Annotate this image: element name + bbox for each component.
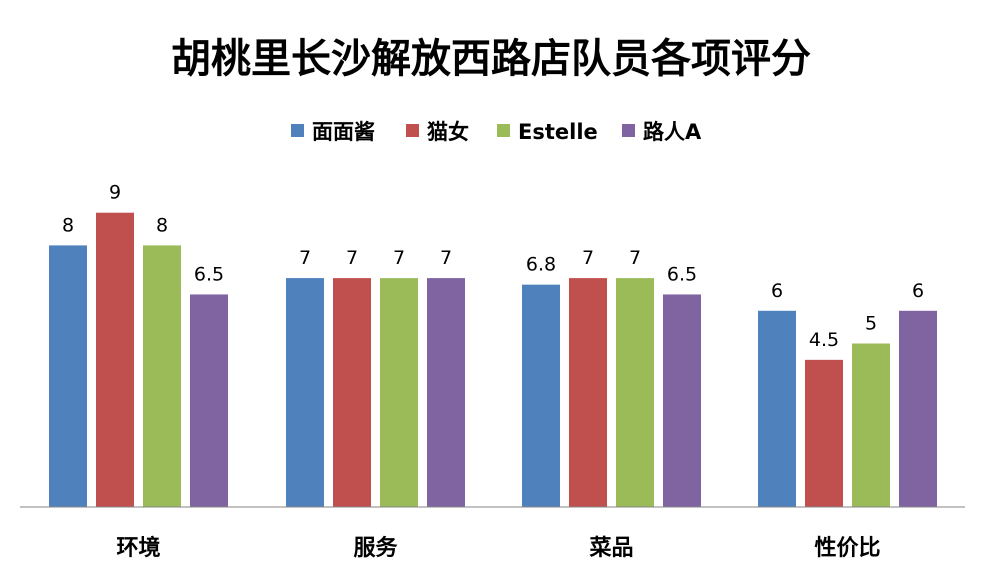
data-label-2-2: 7 — [346, 247, 358, 269]
legend-swatch-2 — [406, 124, 419, 137]
data-label-1-4: 6 — [771, 280, 783, 302]
bar-2-2 — [333, 278, 371, 507]
bar-1-4 — [758, 310, 796, 507]
legend-label-3: Estelle — [518, 120, 598, 144]
bar-4-4 — [899, 310, 937, 507]
bar-1-1 — [49, 245, 87, 507]
category-axis: 环境 服务 菜品 性价比 — [116, 535, 880, 561]
data-label-2-1: 9 — [109, 182, 121, 204]
data-label-1-2: 7 — [299, 247, 311, 269]
bar-3-4 — [852, 343, 890, 507]
legend-swatch-4 — [622, 124, 635, 137]
data-label-4-2: 7 — [440, 247, 452, 269]
data-label-3-2: 7 — [393, 247, 405, 269]
data-label-4-4: 6 — [912, 280, 924, 302]
data-label-3-3: 7 — [629, 247, 641, 269]
bar-3-3 — [616, 278, 654, 507]
legend-label-2: 猫女 — [427, 120, 469, 144]
legend-label-4: 路人A — [643, 120, 702, 144]
category-label-2: 服务 — [353, 536, 398, 561]
chart-title: 胡桃里长沙解放西路店队员各项评分 — [171, 36, 811, 82]
data-label-1-1: 8 — [62, 214, 74, 236]
bar-1-2 — [286, 278, 324, 507]
category-label-1: 环境 — [116, 535, 160, 561]
category-label-3: 菜品 — [588, 536, 633, 561]
bar-2-4 — [805, 359, 843, 507]
data-label-2-4: 4.5 — [809, 329, 839, 351]
bar-3-2 — [380, 278, 418, 507]
data-label-2-3: 7 — [582, 247, 594, 269]
bar-1-3 — [522, 284, 560, 507]
bar-3-1 — [143, 245, 181, 507]
category-label-4: 性价比 — [814, 536, 880, 561]
data-label-3-1: 8 — [156, 214, 168, 236]
plot-area: 8 9 8 6.5 7 7 7 7 6.8 7 7 6.5 6 4.5 5 6 — [49, 182, 937, 507]
bar-2-1 — [96, 212, 134, 507]
data-label-4-1: 6.5 — [194, 263, 224, 285]
data-label-3-4: 5 — [865, 313, 877, 335]
legend-label-1: 面面酱 — [312, 120, 375, 144]
legend-swatch-3 — [497, 124, 510, 137]
bar-4-3 — [663, 294, 701, 507]
data-label-4-3: 6.5 — [667, 263, 697, 285]
data-label-1-3: 6.8 — [526, 254, 556, 276]
legend-swatch-1 — [291, 124, 304, 137]
legend: 面面酱 猫女 Estelle 路人A — [291, 120, 702, 144]
bar-4-1 — [190, 294, 228, 507]
bar-4-2 — [427, 278, 465, 507]
bar-2-3 — [569, 278, 607, 507]
